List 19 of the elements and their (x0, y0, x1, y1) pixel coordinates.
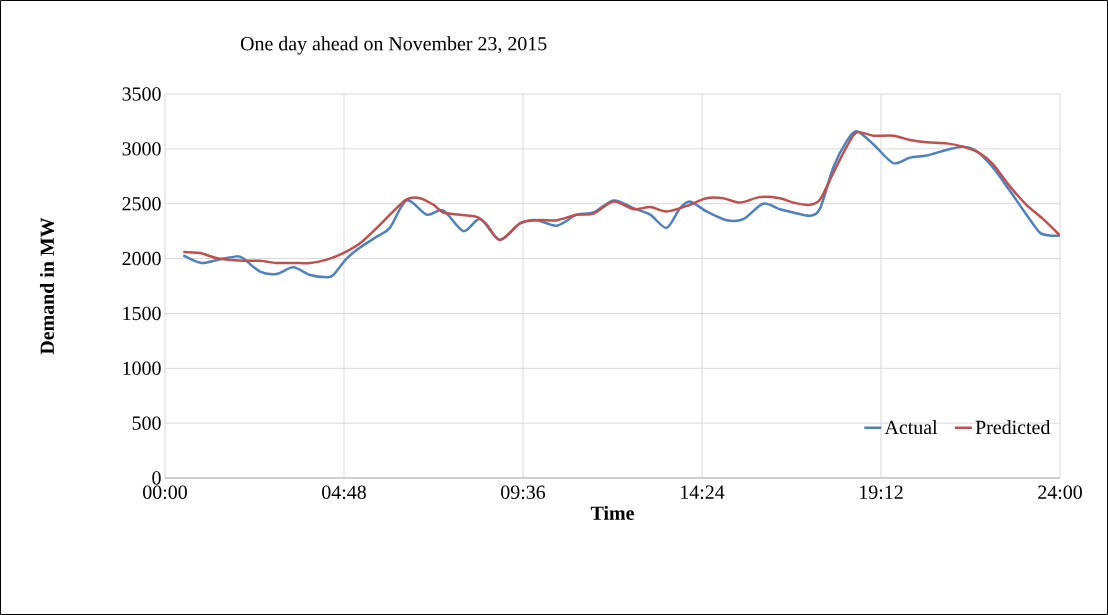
x-tick-label: 19:12 (860, 485, 903, 499)
y-tick-label: 2500 (122, 196, 161, 211)
x-axis-title: Time (590, 505, 634, 520)
y-tick-label: 0 (152, 471, 161, 485)
y-tick-label: 500 (132, 416, 161, 430)
x-tick-label: 00:00 (143, 485, 187, 500)
chart-title: One day ahead on November 23, 2015 (240, 36, 547, 55)
x-tick-label: 09:36 (501, 485, 546, 500)
x-tick-label: 14:24 (681, 485, 725, 499)
legend-label: Predicted (975, 420, 1051, 435)
x-tick-label: 24:00 (1038, 485, 1082, 500)
legend-label: Actual (884, 420, 938, 435)
y-tick-label: 3500 (122, 87, 161, 101)
x-tick-label: 04:48 (322, 485, 366, 500)
y-tick-label: 1500 (123, 306, 161, 321)
y-tick-label: 2000 (122, 251, 161, 266)
y-axis-title: Demand in MW (39, 217, 55, 355)
y-tick-label: 1000 (123, 361, 161, 375)
y-tick-label: 3000 (122, 142, 161, 156)
